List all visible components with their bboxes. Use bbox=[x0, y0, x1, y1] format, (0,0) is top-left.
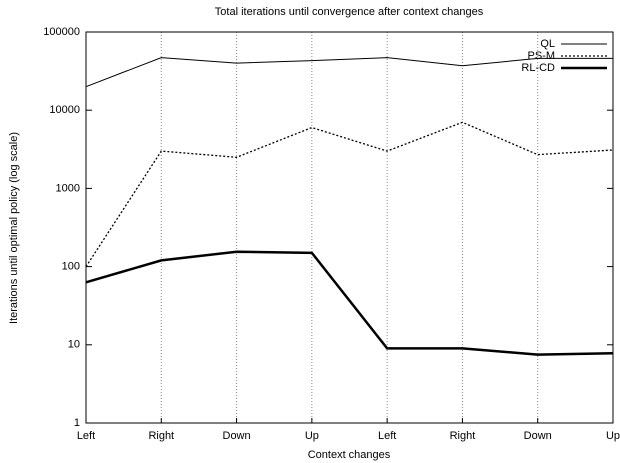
y-axis-label: Iterations until optimal policy (log sca… bbox=[8, 132, 20, 324]
series-line bbox=[85, 121, 614, 267]
legend-label: QL bbox=[540, 38, 555, 50]
x-tick-label: Left bbox=[378, 430, 396, 442]
x-axis-label: Context changes bbox=[308, 449, 391, 461]
x-tick-label: Up bbox=[305, 430, 319, 442]
legend-label: RL-CD bbox=[521, 62, 555, 74]
x-tick-label: Right bbox=[148, 430, 174, 442]
x-tick-label: Right bbox=[450, 430, 476, 442]
x-tick-label: Left bbox=[77, 430, 95, 442]
y-tick-label: 1000 bbox=[56, 182, 80, 194]
y-tick-label: 10 bbox=[68, 339, 80, 351]
y-tick-label: 10000 bbox=[49, 104, 80, 116]
chart-title: Total iterations until convergence after… bbox=[215, 6, 484, 18]
plot-frame bbox=[85, 31, 614, 424]
series-line bbox=[85, 250, 614, 356]
legend-label: PS-M bbox=[528, 50, 556, 62]
x-tick-label: Down bbox=[524, 430, 552, 442]
x-tick-label: Down bbox=[223, 430, 251, 442]
x-tick-label: Up bbox=[606, 430, 620, 442]
y-tick-label: 100 bbox=[62, 261, 80, 273]
series-line bbox=[85, 57, 613, 88]
y-tick-label: 100000 bbox=[43, 26, 80, 38]
y-tick-label: 1 bbox=[74, 417, 80, 429]
